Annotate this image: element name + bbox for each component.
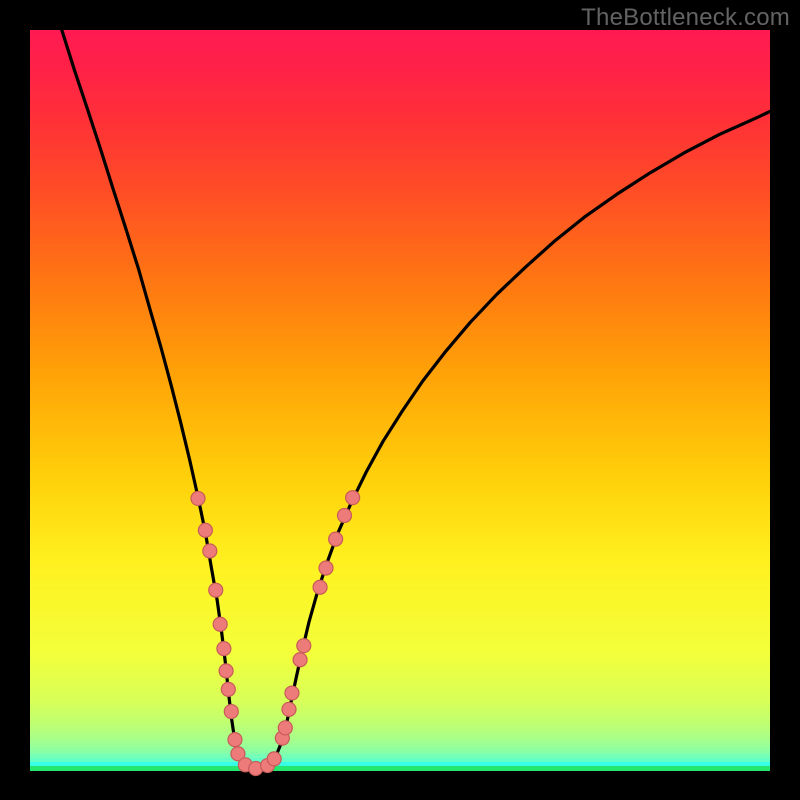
data-marker [198,523,212,537]
curve-overlay [0,0,800,800]
data-marker [209,583,223,597]
data-marker [338,508,352,522]
data-marker [282,702,296,716]
data-marker [217,642,231,656]
data-marker [313,580,327,594]
data-marker [329,532,343,546]
v-curve [62,30,770,769]
data-marker [319,561,333,575]
data-marker [285,686,299,700]
data-marker [213,617,227,631]
stage: TheBottleneck.com [0,0,800,800]
data-marker [191,491,205,505]
data-marker [203,544,217,558]
data-marker [267,752,281,766]
marker-group [191,491,360,776]
data-marker [297,639,311,653]
data-marker [278,721,292,735]
data-marker [219,664,233,678]
data-marker [293,653,307,667]
data-marker [228,733,242,747]
data-marker [224,705,238,719]
data-marker [346,491,360,505]
data-marker [221,682,235,696]
watermark-text: TheBottleneck.com [581,4,790,32]
